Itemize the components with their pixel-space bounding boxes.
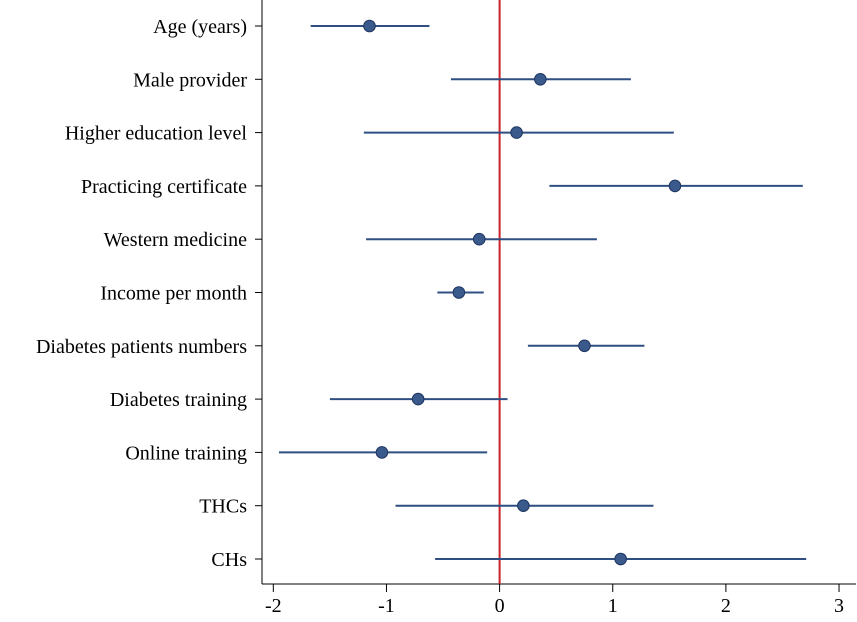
x-tick-layer: -2 -1 0 1 2 3 (265, 584, 844, 617)
category-label: Diabetes training (110, 389, 247, 411)
x-tick-label: 0 (495, 595, 505, 617)
estimate-point (517, 499, 530, 513)
estimate-point (668, 179, 682, 193)
x-tick-label: -2 (265, 595, 282, 617)
category-label: Income per month (100, 283, 247, 305)
category-label: Diabetes patients numbers (36, 336, 247, 358)
ci-layer (278, 25, 807, 560)
x-tick-label: 1 (608, 595, 618, 617)
estimate-point (375, 446, 389, 459)
category-label: Male provider (133, 69, 247, 91)
estimate-point (363, 19, 376, 33)
category-label: THCs (199, 496, 247, 518)
category-label-layer: Age (years) Male provider Higher education… (36, 16, 262, 571)
estimate-point (411, 392, 425, 406)
x-tick-label: -1 (378, 595, 395, 617)
estimate-point (510, 126, 523, 139)
category-label: Online training (125, 442, 247, 464)
x-tick-label: 2 (721, 595, 731, 617)
estimate-point (534, 73, 547, 86)
category-label: Age (years) (153, 16, 247, 38)
estimate-point (452, 286, 466, 299)
x-tick-label: 3 (834, 595, 844, 617)
estimate-point (472, 232, 486, 246)
estimate-point (578, 339, 591, 353)
category-label: Higher education level (65, 123, 248, 145)
category-label: CHs (211, 549, 247, 571)
category-label: Western medicine (104, 229, 247, 251)
axes (261, 0, 856, 585)
point-layer (363, 19, 682, 566)
estimate-point (614, 552, 627, 566)
category-label: Practicing certificate (81, 176, 247, 198)
